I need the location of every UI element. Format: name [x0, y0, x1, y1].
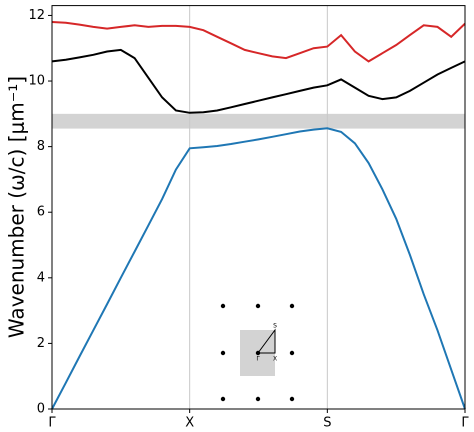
- inset-lattice: [220, 303, 295, 402]
- band-line: [51, 127, 466, 410]
- y-tick-label: 0: [37, 402, 45, 417]
- y-tick-label: 12: [28, 8, 45, 23]
- y-tick-label: 4: [37, 270, 45, 285]
- inset-path: [257, 328, 276, 354]
- x-tick-label: S: [323, 416, 331, 431]
- band-line: [51, 48, 466, 114]
- inset-label: X: [273, 356, 277, 363]
- y-tick-label: 8: [37, 139, 45, 154]
- x-tick-label: Γ: [461, 416, 469, 431]
- inset: S Γ X: [220, 303, 295, 402]
- y-tick-label: 6: [37, 205, 45, 220]
- inset-label: S: [273, 323, 277, 330]
- y-tick-label: 2: [37, 336, 45, 351]
- x-tick-label: X: [185, 416, 194, 431]
- band-gap: [52, 113, 465, 129]
- y-axis-label: Wavenumber (ω/c) [μm⁻¹]: [5, 76, 29, 338]
- inset-label: Γ: [256, 356, 260, 363]
- plot-frame: [51, 5, 466, 410]
- y-tick-label: 10: [28, 74, 45, 89]
- band-line: [51, 21, 466, 63]
- x-tick-label: Γ: [48, 416, 56, 431]
